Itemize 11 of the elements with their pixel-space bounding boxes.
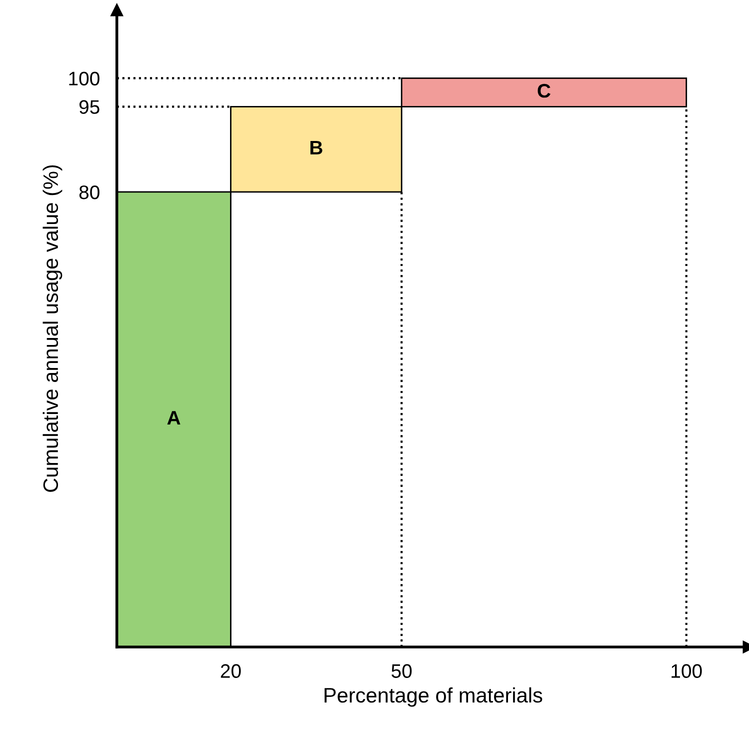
x-tick-label: 50 <box>392 664 412 678</box>
x-tick-label: 20 <box>220 664 241 678</box>
data-label: C <box>538 84 550 98</box>
x-axis-title: Percentage of materials <box>324 687 542 707</box>
y-axis-title: Cumulative annual usage value (%) <box>42 165 62 492</box>
data-label: A <box>167 411 180 425</box>
y-tick-label: 95 <box>79 100 100 114</box>
y-tick-label: 100 <box>69 72 100 86</box>
x-tick-label: 100 <box>672 664 702 678</box>
y-tick-label: 80 <box>79 185 100 200</box>
data-label: B <box>310 140 322 154</box>
